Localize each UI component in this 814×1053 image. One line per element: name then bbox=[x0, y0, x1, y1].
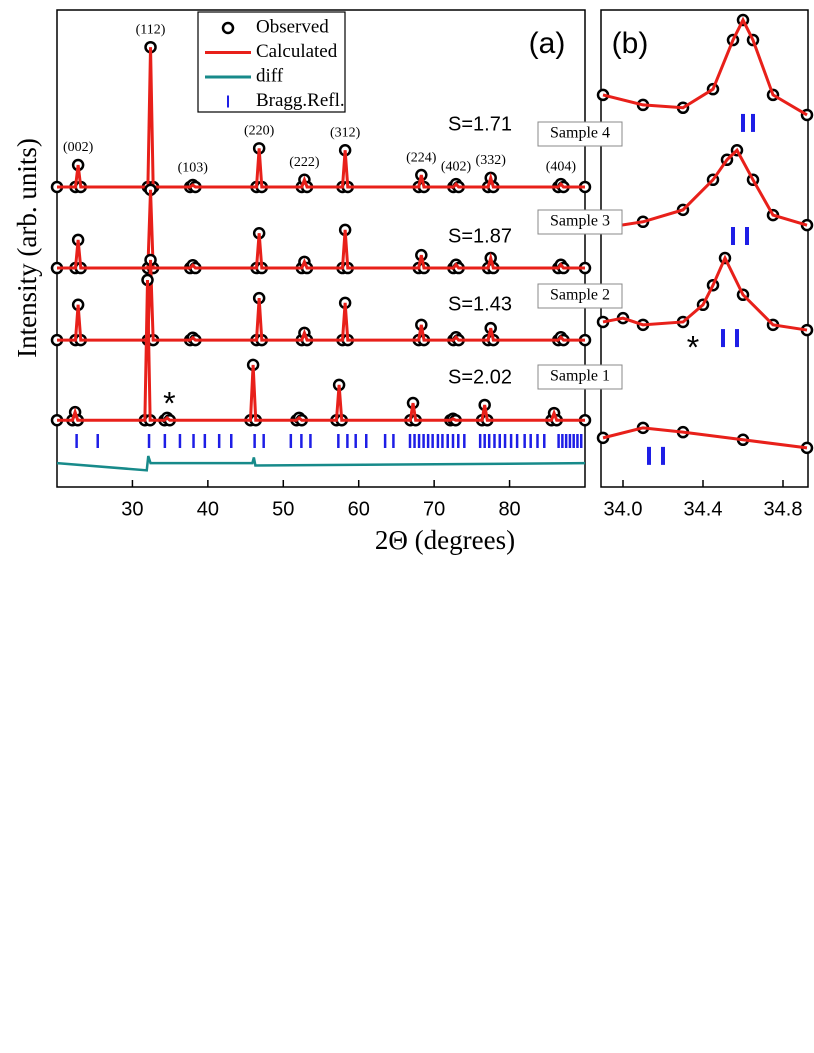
calculated-line bbox=[602, 254, 808, 332]
x-tick-label: 40 bbox=[197, 498, 219, 520]
calculated-line bbox=[57, 259, 585, 342]
x-tick-label: 60 bbox=[348, 498, 370, 520]
calculated-line bbox=[57, 279, 585, 422]
legend-label: Observed bbox=[256, 16, 329, 37]
reflection-label: (402) bbox=[441, 159, 472, 174]
pattern-label: S=1.43 bbox=[448, 293, 512, 315]
reflection-label: (312) bbox=[330, 125, 361, 140]
pattern-label: S=1.87 bbox=[448, 225, 512, 247]
x-tick-label: 34.0 bbox=[604, 498, 643, 520]
sample-label: Sample 2 bbox=[550, 287, 610, 304]
calculated-line bbox=[602, 426, 808, 450]
sample-label: Sample 3 bbox=[550, 213, 610, 230]
panel-label: (a) bbox=[529, 27, 566, 60]
reflection-label: (002) bbox=[63, 140, 94, 155]
annotation: * bbox=[163, 385, 175, 421]
pattern-label: S=2.02 bbox=[448, 366, 512, 388]
pattern-label: S=1.71 bbox=[448, 113, 512, 135]
x-tick-label: 30 bbox=[121, 498, 143, 520]
x-tick-label: 70 bbox=[423, 498, 445, 520]
x-tick-label: 34.8 bbox=[764, 498, 803, 520]
reflection-label: (222) bbox=[289, 155, 320, 170]
sample-label-box bbox=[537, 121, 623, 147]
reflection-label: (112) bbox=[136, 22, 166, 37]
sample-label: Sample 4 bbox=[550, 125, 610, 142]
plot-frame bbox=[56, 9, 586, 488]
sample-label-box bbox=[537, 209, 623, 235]
reflection-label: (224) bbox=[406, 150, 437, 165]
sample-label: Sample 1 bbox=[550, 368, 610, 385]
calculated-line bbox=[602, 147, 808, 230]
x-axis-label: 2Θ (degrees) bbox=[375, 525, 515, 555]
plot-frame bbox=[600, 9, 809, 488]
panel-label: (b) bbox=[612, 27, 649, 60]
reflection-label: (103) bbox=[178, 160, 209, 175]
y-axis-label: Intensity (arb. units) bbox=[12, 138, 42, 358]
x-tick-label: 34.4 bbox=[684, 498, 723, 520]
sample-label-box bbox=[537, 364, 623, 390]
annotation: * bbox=[687, 330, 699, 366]
x-tick-label: 80 bbox=[498, 498, 520, 520]
calculated-line bbox=[57, 189, 585, 270]
reflection-label: (220) bbox=[244, 124, 275, 139]
legend-marker bbox=[221, 21, 235, 35]
legend-label: diff bbox=[256, 65, 284, 86]
reflection-label: (332) bbox=[476, 153, 507, 168]
reflection-label: (404) bbox=[546, 159, 577, 174]
sample-label-box bbox=[537, 283, 623, 309]
calculated-line bbox=[57, 47, 585, 189]
legend-label: Bragg.Refl. bbox=[256, 90, 345, 111]
calculated-line bbox=[602, 16, 808, 117]
diff-line bbox=[56, 455, 586, 472]
legend-label: Calculated bbox=[256, 41, 338, 62]
x-tick-label: 50 bbox=[272, 498, 294, 520]
